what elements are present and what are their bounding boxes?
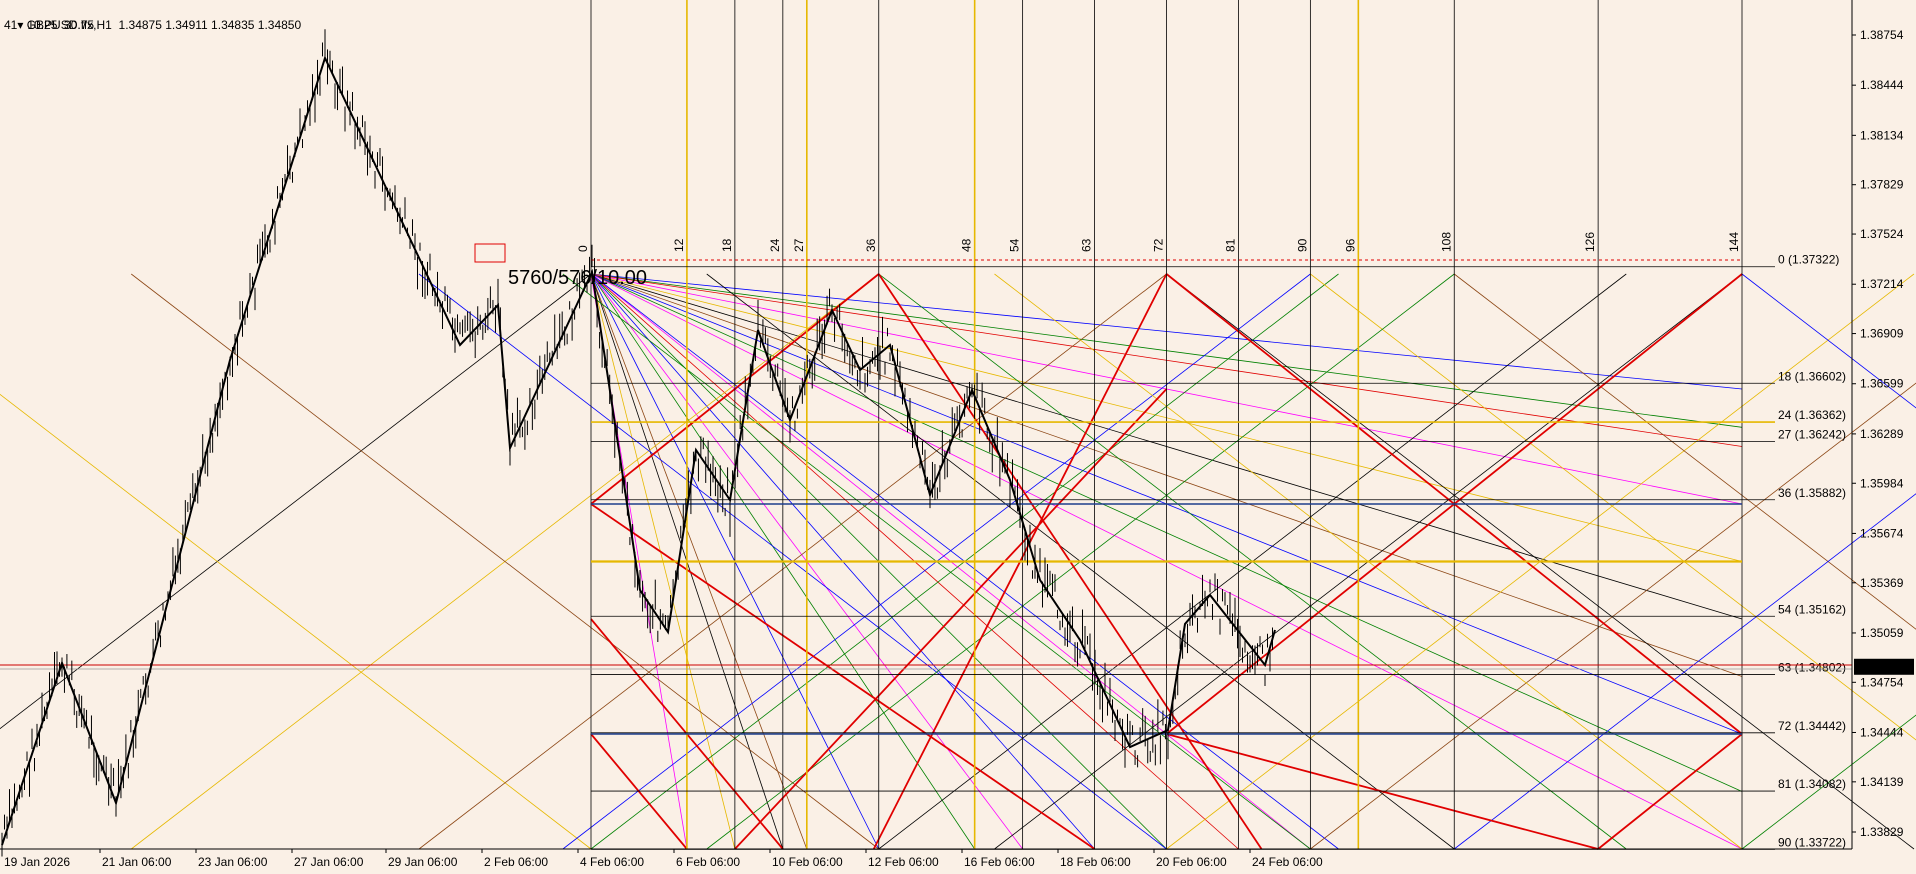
price-tick-label: 1.36599 bbox=[1860, 377, 1904, 391]
gann-top-label: 24 bbox=[768, 238, 782, 252]
price-tick-label: 1.34754 bbox=[1860, 675, 1904, 689]
gann-top-label: 96 bbox=[1343, 238, 1357, 252]
price-tick-label: 1.35059 bbox=[1860, 626, 1904, 640]
price-tick-label: 1.36909 bbox=[1860, 327, 1904, 341]
gann-top-label: 72 bbox=[1152, 238, 1166, 252]
gann-top-label: 12 bbox=[672, 238, 686, 252]
price-tick-label: 1.36289 bbox=[1860, 427, 1904, 441]
red-diamond-line bbox=[1597, 733, 1743, 850]
lattice-line bbox=[0, 393, 592, 850]
price-tick-label: 1.38754 bbox=[1860, 28, 1904, 42]
time-tick-label: 23 Jan 06:00 bbox=[198, 855, 268, 869]
gann-level-label: 24 (1.36362) bbox=[1778, 408, 1846, 422]
gann-level-label: 0 (1.37322) bbox=[1778, 253, 1839, 267]
gann-top-label: 36 bbox=[864, 238, 878, 252]
indicator-info: 41 10.25 30.75 bbox=[4, 18, 95, 32]
symbol-line: GBPUSD.ffx,H1 1.34875 1.34911 1.34835 1.… bbox=[26, 18, 302, 32]
price-tick-label: 1.33829 bbox=[1860, 825, 1904, 839]
gann-top-label: 54 bbox=[1008, 238, 1022, 252]
symbol-info: ▾ GBPUSD.ffx,H1 1.34875 1.34911 1.34835 … bbox=[4, 4, 301, 46]
price-tick-label: 1.35984 bbox=[1860, 476, 1904, 490]
gann-top-label: 18 bbox=[720, 238, 734, 252]
red-diamond-line bbox=[590, 503, 1096, 850]
time-tick-label: 4 Feb 06:00 bbox=[580, 855, 644, 869]
annotation: 5760/576/10.00 bbox=[474, 243, 647, 289]
gann-top-label: 108 bbox=[1439, 232, 1453, 252]
gann-level-label: 27 (1.36242) bbox=[1778, 428, 1846, 442]
price-tick-label: 1.37524 bbox=[1860, 227, 1904, 241]
gann-top-label: 144 bbox=[1727, 232, 1741, 252]
time-tick-label: 27 Jan 06:00 bbox=[294, 855, 364, 869]
price-tick-label: 1.38134 bbox=[1860, 128, 1904, 142]
gann-top-label: 0 bbox=[576, 245, 590, 252]
collapse-triangle-icon[interactable]: ▾ bbox=[17, 18, 24, 32]
gann-level-label: 81 (1.34082) bbox=[1778, 777, 1846, 791]
gann-top-label: 126 bbox=[1583, 232, 1597, 252]
time-tick-label: 16 Feb 06:00 bbox=[964, 855, 1035, 869]
current-price-marker bbox=[1854, 658, 1914, 675]
zigzag-path bbox=[1, 55, 1276, 846]
red-diamond-line bbox=[590, 733, 688, 850]
time-tick-label: 12 Feb 06:00 bbox=[868, 855, 939, 869]
time-tick-label: 10 Feb 06:00 bbox=[772, 855, 843, 869]
time-tick-label: 2 Feb 06:00 bbox=[484, 855, 548, 869]
gann-level-label: 72 (1.34442) bbox=[1778, 719, 1846, 733]
gann-level-label: 54 (1.35162) bbox=[1778, 602, 1846, 616]
price-tick-label: 1.34444 bbox=[1860, 725, 1904, 739]
price-tick-label: 1.34139 bbox=[1860, 775, 1904, 789]
gann-level-label: 18 (1.36602) bbox=[1778, 369, 1846, 383]
time-tick-label: 18 Feb 06:00 bbox=[1060, 855, 1131, 869]
gann-level-label: 90 (1.33722) bbox=[1778, 835, 1846, 849]
time-tick-label: 20 Feb 06:00 bbox=[1156, 855, 1227, 869]
time-tick-label: 29 Jan 06:00 bbox=[388, 855, 458, 869]
annotation-text: 5760/576/10.00 bbox=[508, 267, 647, 289]
time-tick-label: 19 Jan 2026 bbox=[4, 855, 70, 869]
anchor-marker[interactable] bbox=[474, 243, 506, 263]
red-diamond-line bbox=[734, 388, 1168, 850]
zigzag-line bbox=[1, 55, 1276, 846]
red-diamond-line bbox=[1166, 733, 1599, 850]
gann-top-label: 81 bbox=[1223, 238, 1237, 252]
gann-top-label: 90 bbox=[1295, 238, 1309, 252]
time-tick-label: 6 Feb 06:00 bbox=[676, 855, 740, 869]
time-tick-label: 21 Jan 06:00 bbox=[102, 855, 172, 869]
gann-top-label: 63 bbox=[1080, 238, 1094, 252]
gann-grid: 0 (1.37322) 18 (1.36602) 24 (1.36362) 27 (1… bbox=[0, 0, 1916, 850]
time-tick-label: 24 Feb 06:00 bbox=[1252, 855, 1323, 869]
current-price-label: 1.34850 bbox=[1858, 660, 1902, 674]
gann-level-label: 36 (1.35882) bbox=[1778, 486, 1846, 500]
lattice-line bbox=[1741, 273, 1916, 409]
lattice-line bbox=[1741, 714, 1916, 850]
gann-level-label: 63 (1.34802) bbox=[1778, 661, 1846, 675]
price-tick-label: 1.35369 bbox=[1860, 576, 1904, 590]
price-tick-label: 1.38444 bbox=[1860, 78, 1904, 92]
lattice-line bbox=[131, 273, 879, 850]
gann-top-label: 48 bbox=[960, 238, 974, 252]
price-tick-label: 1.35674 bbox=[1860, 526, 1904, 540]
price-tick-label: 1.37214 bbox=[1860, 277, 1904, 291]
price-bars bbox=[1, 29, 1273, 857]
lattice-line bbox=[1454, 493, 1916, 850]
gann-top-label: 27 bbox=[792, 238, 806, 252]
price-tick-label: 1.37829 bbox=[1860, 178, 1904, 192]
